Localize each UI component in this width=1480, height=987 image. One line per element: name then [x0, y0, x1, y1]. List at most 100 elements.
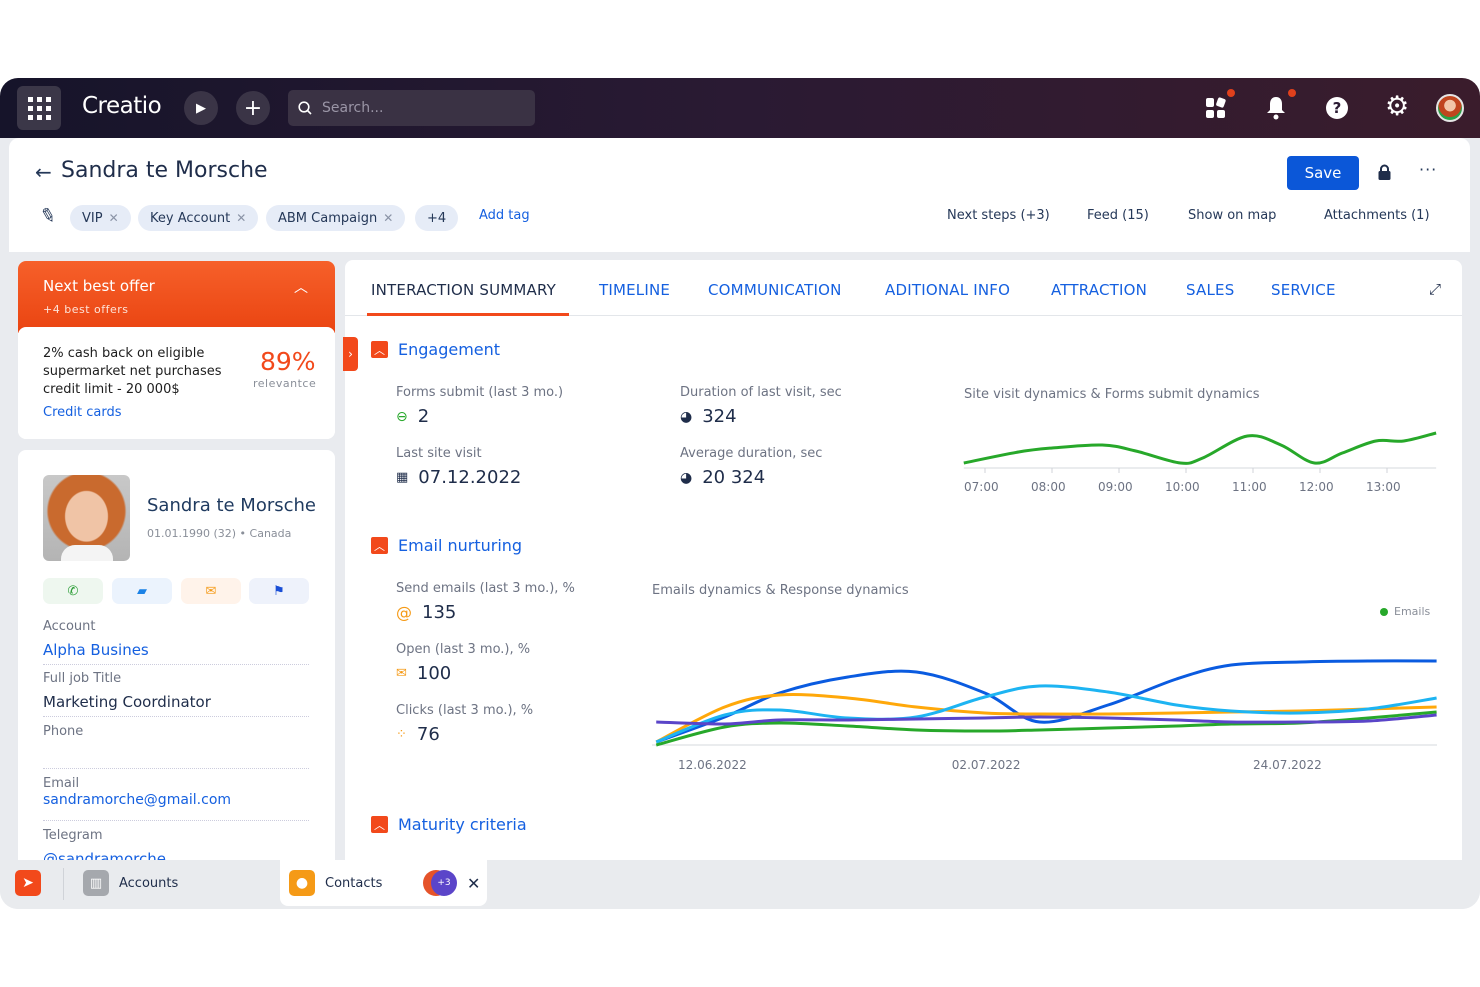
close-icon[interactable]: ✕: [108, 211, 119, 225]
metric-value: ◕ 20 324: [680, 467, 765, 488]
creatio-home-icon[interactable]: ➤: [15, 870, 41, 896]
taskbar-item-accounts[interactable]: ▥ Accounts: [83, 870, 178, 896]
creatio-logo[interactable]: Creatio: [82, 93, 162, 119]
value-text: 135: [422, 602, 457, 623]
taskbar-item-contacts[interactable]: ● Contacts +3 ✕: [280, 860, 487, 906]
offer-header[interactable]: Next best offer +4 best offers ︿: [18, 261, 335, 333]
metric-value: @135: [396, 602, 456, 623]
clicks-icon: ⁘: [396, 727, 407, 742]
chevron-up-icon[interactable]: ︿: [294, 280, 308, 296]
chat-button[interactable]: ▰: [112, 578, 172, 604]
call-button[interactable]: ✆: [43, 578, 103, 604]
maturity-section-header[interactable]: ︿ Maturity criteria: [371, 815, 527, 834]
value-text: 2: [417, 406, 430, 427]
section-title: Engagement: [398, 340, 501, 359]
profile-card: Sandra te Morsche 01.01.1990 (32) • Cana…: [18, 450, 335, 870]
back-arrow-icon[interactable]: ←: [35, 160, 52, 184]
email-button[interactable]: ✉: [181, 578, 241, 604]
tab-bar: INTERACTION SUMMARY TIMELINE COMMUNICATI…: [345, 260, 1462, 316]
avatar[interactable]: [1436, 94, 1464, 122]
tab-additional-info[interactable]: ADITIONAL INFO: [885, 281, 1011, 299]
value-text: 100: [416, 663, 452, 684]
tab-interaction-summary[interactable]: INTERACTION SUMMARY: [371, 281, 557, 299]
tab-service[interactable]: SERVICE: [1271, 281, 1336, 299]
add-tag-link[interactable]: Add tag: [479, 208, 530, 223]
engagement-section-header[interactable]: ︿ Engagement: [371, 340, 500, 359]
feed-link[interactable]: Feed (15): [1087, 208, 1149, 223]
metric-value: ◕ 324: [680, 406, 737, 427]
divider: [63, 868, 64, 900]
x-tick-label: 13:00: [1366, 480, 1401, 494]
value-text: 07.12.2022: [418, 467, 522, 488]
job-title-value: Marketing Coordinator: [43, 693, 211, 711]
tab-communication[interactable]: COMMUNICATION: [708, 281, 842, 299]
lock-icon[interactable]: [1378, 164, 1391, 180]
main-panel: INTERACTION SUMMARY TIMELINE COMMUNICATI…: [343, 260, 1462, 860]
series-line: [655, 659, 1437, 744]
calendar-icon: ▦: [396, 470, 409, 485]
contact-icon: ●: [289, 870, 315, 896]
search-icon: [298, 101, 312, 115]
metric-value: ⊖ 2: [396, 406, 429, 427]
divider: [43, 664, 309, 665]
open-records-badge[interactable]: +3: [423, 870, 457, 896]
plus-icon[interactable]: +: [236, 91, 270, 125]
tag-abm-campaign[interactable]: ABM Campaign ✕: [266, 205, 406, 231]
taskbar-label: Accounts: [119, 875, 179, 891]
next-steps-link[interactable]: Next steps (+3): [947, 208, 1050, 223]
chevron-up-icon[interactable]: ︿: [371, 816, 388, 833]
metric-label: Send emails (last 3 mo.), %: [396, 581, 575, 596]
more-tags[interactable]: +4: [415, 205, 459, 231]
series-line: [963, 431, 1437, 465]
gear-icon[interactable]: ⚙: [1385, 91, 1410, 122]
close-icon[interactable]: ✕: [383, 211, 394, 225]
metric-label: Forms submit (last 3 mo.): [396, 385, 564, 400]
bell-icon[interactable]: [1265, 95, 1287, 121]
help-icon[interactable]: ?: [1326, 97, 1348, 119]
search-input[interactable]: Search...: [288, 90, 535, 126]
play-icon[interactable]: ▶: [184, 91, 218, 125]
offer-category-link[interactable]: Credit cards: [43, 405, 122, 420]
series-line: [655, 693, 1437, 744]
apps-grid-icon[interactable]: [17, 86, 61, 130]
show-on-map-link[interactable]: Show on map: [1188, 208, 1277, 223]
close-icon[interactable]: ✕: [467, 873, 481, 893]
active-tab-indicator: [367, 313, 569, 316]
email-chart-title: Emails dynamics & Response dynamics: [652, 583, 909, 598]
collapse-sidebar-toggle[interactable]: ›: [343, 337, 358, 371]
email-nurturing-section-header[interactable]: ︿ Email nurturing: [371, 536, 522, 555]
clock-icon: ◕: [680, 408, 693, 425]
page-title: Sandra te Morsche: [61, 158, 268, 183]
profile-name: Sandra te Morsche: [147, 495, 316, 516]
phone-label: Phone: [43, 724, 84, 739]
chevron-up-icon[interactable]: ︿: [371, 537, 388, 554]
value-text: 76: [416, 724, 440, 745]
flag-button[interactable]: ⚑: [249, 578, 309, 604]
tab-sales[interactable]: SALES: [1186, 281, 1235, 299]
email-link[interactable]: sandramorche@gmail.com: [43, 792, 232, 808]
section-title: Email nurturing: [398, 536, 523, 555]
account-link[interactable]: Alpha Busines: [43, 641, 149, 659]
profile-photo: [43, 475, 130, 561]
tab-attraction[interactable]: ATTRACTION: [1051, 281, 1148, 299]
notification-dot: [1288, 89, 1296, 97]
tab-timeline[interactable]: TIMELINE: [599, 281, 671, 299]
x-tick-label: 11:00: [1232, 480, 1267, 494]
widgets-icon[interactable]: [1206, 96, 1227, 118]
x-tick-label: 12:00: [1299, 480, 1334, 494]
email-label: Email: [43, 776, 80, 791]
save-button[interactable]: Save: [1287, 156, 1359, 190]
building-icon: ▥: [83, 870, 109, 896]
value-text: 324: [702, 406, 737, 427]
tag-vip[interactable]: VIP ✕: [70, 205, 131, 231]
more-menu-icon[interactable]: ···: [1419, 160, 1438, 179]
section-title: Maturity criteria: [398, 815, 527, 834]
attachments-link[interactable]: Attachments (1): [1324, 208, 1430, 223]
chevron-up-icon[interactable]: ︿: [371, 341, 388, 358]
account-label: Account: [43, 619, 96, 634]
tag-label: VIP: [82, 210, 103, 226]
expand-icon[interactable]: ⤢: [1429, 280, 1442, 298]
close-icon[interactable]: ✕: [236, 211, 247, 225]
chart-legend: Emails: [1380, 605, 1430, 618]
tag-key-account[interactable]: Key Account ✕: [138, 205, 259, 231]
